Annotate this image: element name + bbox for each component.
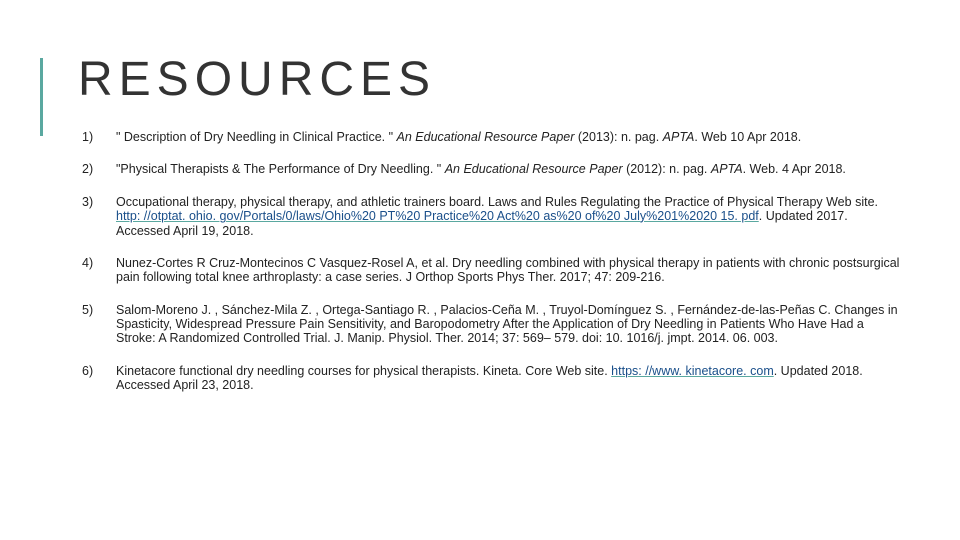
ref-italic: APTA [711,162,743,176]
reference-body: Nunez-Cortes R Cruz-Montecinos C Vasquez… [116,256,902,285]
ref-text: "Physical Therapists & The Performance o… [116,162,445,176]
reference-body: "Physical Therapists & The Performance o… [116,162,902,176]
reference-body: Kinetacore functional dry needling cours… [116,364,902,393]
ref-text: . Web. 4 Apr 2018. [743,162,846,176]
reference-body: Salom-Moreno J. , Sánchez-Mila Z. , Orte… [116,303,902,346]
ref-italic: An Educational Resource Paper [445,162,623,176]
reference-body: Occupational therapy, physical therapy, … [116,195,902,238]
ref-text: Nunez-Cortes R Cruz-Montecinos C Vasquez… [116,256,899,284]
reference-item: 6) Kinetacore functional dry needling co… [82,364,902,393]
ref-link[interactable]: https: //www. kinetacore. com [611,364,774,378]
ref-text: Salom-Moreno J. , Sánchez-Mila Z. , Orte… [116,303,898,346]
reference-number: 4) [82,256,116,270]
reference-number: 5) [82,303,116,317]
reference-number: 6) [82,364,116,378]
ref-text: " Description of Dry Needling in Clinica… [116,130,397,144]
reference-item: 1) " Description of Dry Needling in Clin… [82,130,902,144]
ref-text: (2013): n. pag. [574,130,662,144]
ref-text: (2012): n. pag. [623,162,711,176]
reference-item: 3) Occupational therapy, physical therap… [82,195,902,238]
reference-number: 3) [82,195,116,209]
ref-text: . Web 10 Apr 2018. [694,130,801,144]
ref-link[interactable]: http: //otptat. ohio. gov/Portals/0/laws… [116,209,759,223]
accent-bar [40,58,43,136]
reference-number: 2) [82,162,116,176]
reference-item: 2) "Physical Therapists & The Performanc… [82,162,902,176]
ref-text: Occupational therapy, physical therapy, … [116,195,878,209]
reference-number: 1) [82,130,116,144]
ref-italic: APTA [663,130,695,144]
ref-text: Kinetacore functional dry needling cours… [116,364,611,378]
reference-list: 1) " Description of Dry Needling in Clin… [82,130,902,411]
reference-body: " Description of Dry Needling in Clinica… [116,130,902,144]
reference-item: 5) Salom-Moreno J. , Sánchez-Mila Z. , O… [82,303,902,346]
page-title: RESOURCES [78,52,436,107]
ref-italic: An Educational Resource Paper [397,130,575,144]
reference-item: 4) Nunez-Cortes R Cruz-Montecinos C Vasq… [82,256,902,285]
